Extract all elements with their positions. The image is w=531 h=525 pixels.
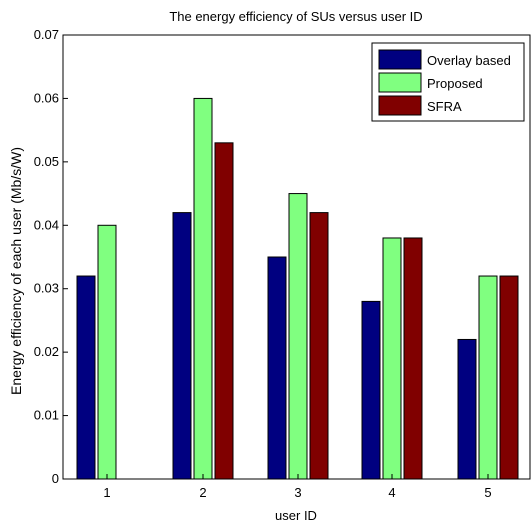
legend-swatch-overlay-based (378, 49, 422, 70)
bar-overlay-based-user-5 (457, 338, 477, 480)
legend-label-overlay-based: Overlay based (427, 53, 511, 68)
legend-label-proposed: Proposed (427, 76, 483, 91)
bars-layer (76, 97, 519, 480)
bar-sfra-user-4 (403, 237, 423, 480)
plot-frame (62, 34, 531, 480)
bar-proposed-user-5 (478, 275, 498, 480)
legend-swatch-proposed (378, 72, 422, 93)
bar-overlay-based-user-4 (361, 300, 381, 480)
x-tick-label: 3 (294, 485, 301, 500)
ticks-layer: 0 0.01 0.02 0.03 0.04 0.05 0.06 0.07 1 2 3 4 5 (34, 27, 492, 500)
x-axis-label: user ID (275, 508, 317, 523)
y-tick-label: 0.01 (34, 408, 59, 423)
y-tick-label: 0.02 (34, 344, 59, 359)
bar-overlay-based-user-2 (172, 212, 192, 480)
y-tick-label: 0.07 (34, 27, 59, 42)
bar-proposed-user-2 (193, 97, 213, 480)
bar-overlay-based-user-3 (267, 256, 287, 480)
legend-label-sfra: SFRA (427, 99, 462, 114)
bar-overlay-based-user-1 (76, 275, 96, 480)
y-tick-label: 0.06 (34, 90, 59, 105)
legend-swatch-sfra (378, 95, 422, 116)
chart-title: The energy efficiency of SUs versus user… (169, 9, 422, 24)
y-tick-label: 0.03 (34, 281, 59, 296)
x-tick-label: 2 (199, 485, 206, 500)
bar-sfra-user-5 (499, 275, 519, 480)
y-tick-label: 0 (52, 471, 59, 486)
x-tick-label: 5 (484, 485, 491, 500)
bar-proposed-user-1 (97, 224, 117, 480)
y-tick-label: 0.04 (34, 217, 59, 232)
y-axis-label: Energy efficiency of each user (Mb/s/W) (8, 147, 24, 395)
x-tick-label: 1 (103, 485, 110, 500)
y-tick-label: 0.05 (34, 154, 59, 169)
bar-sfra-user-3 (309, 212, 329, 480)
bar-sfra-user-2 (214, 142, 234, 480)
bar-proposed-user-3 (288, 193, 308, 480)
x-tick-label: 4 (388, 485, 395, 500)
bar-proposed-user-4 (382, 237, 402, 480)
legend: Overlay based Proposed SFRA (371, 42, 525, 122)
